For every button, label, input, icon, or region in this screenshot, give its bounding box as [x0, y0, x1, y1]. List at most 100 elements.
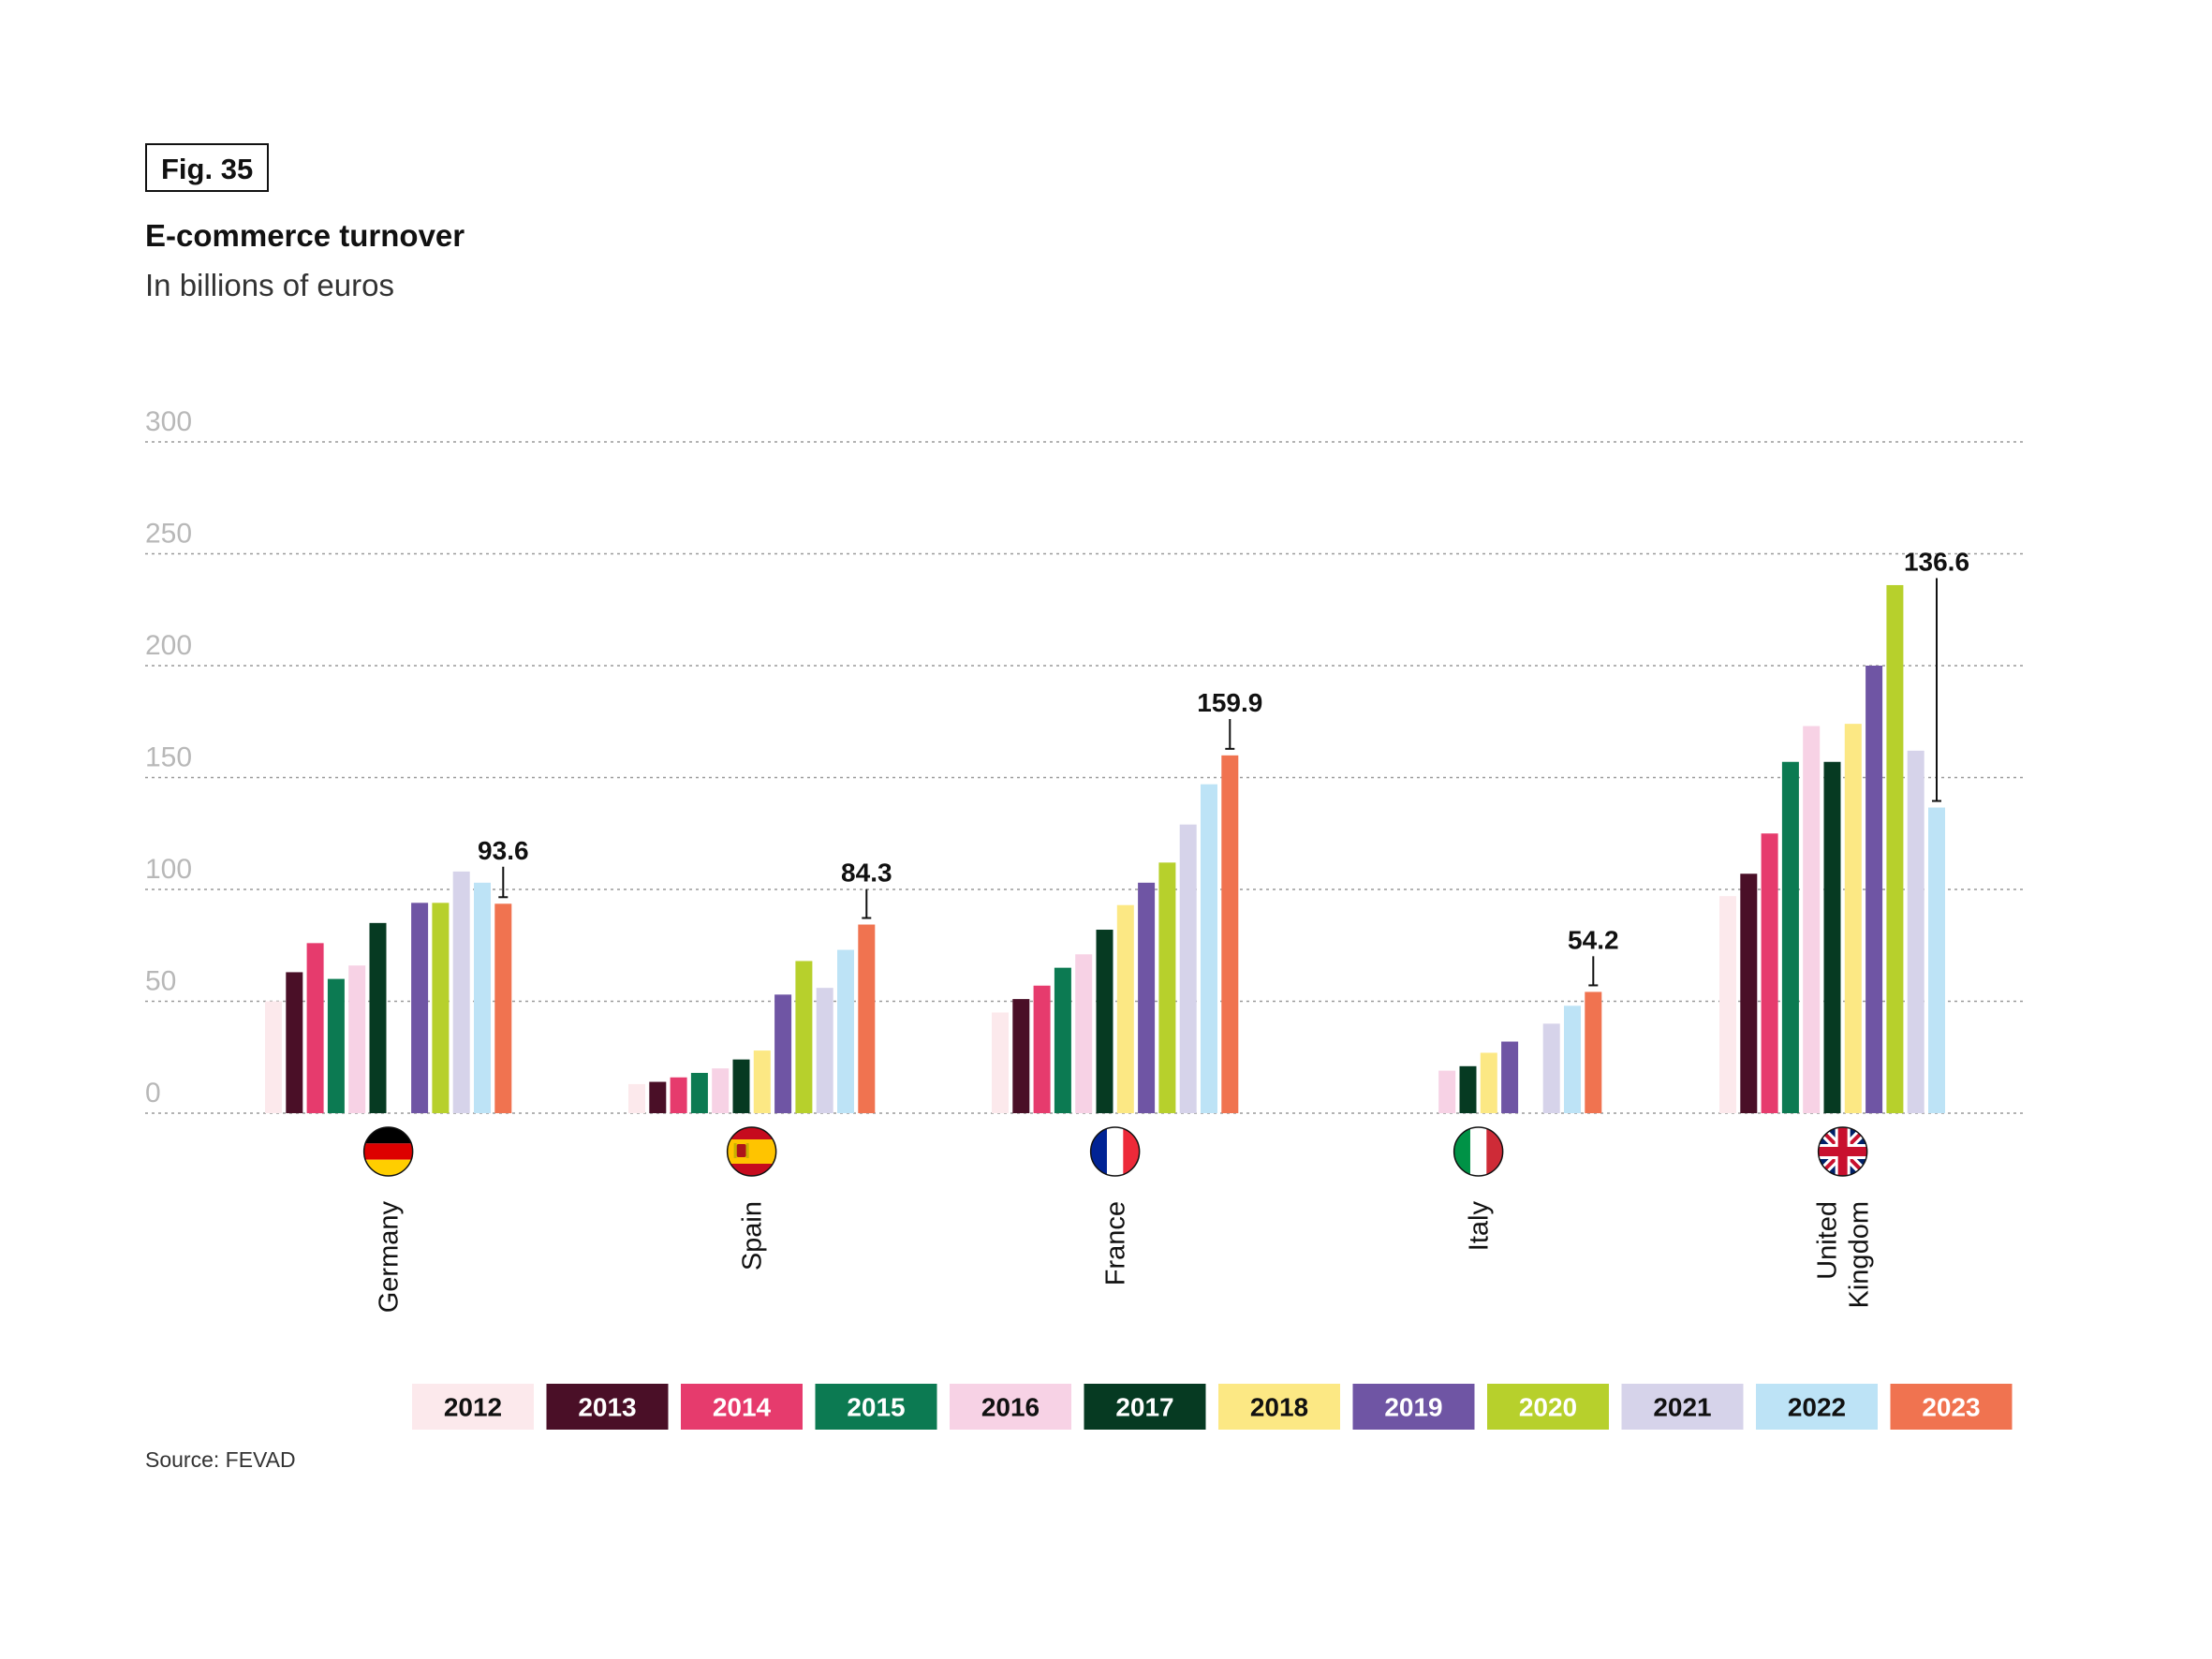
bar-spain-2012	[628, 1083, 645, 1113]
bar-spain-2016	[712, 1068, 730, 1113]
bar-spain-2021	[816, 988, 833, 1113]
bar-france-2014	[1033, 985, 1051, 1113]
legend-swatch	[412, 1384, 534, 1430]
legend-swatch	[950, 1384, 1071, 1430]
bar-united-kingdom-2017	[1823, 761, 1841, 1113]
bar-france-2023	[1221, 755, 1239, 1113]
legend-swatch	[815, 1384, 937, 1430]
bar-united-kingdom-2019	[1865, 666, 1883, 1113]
legend-label: 2014	[713, 1393, 772, 1422]
bar-germany-2016	[348, 965, 366, 1113]
legend-item-2020: 2020	[1487, 1384, 1609, 1430]
legend-item-2013: 2013	[546, 1384, 669, 1430]
bar-spain-2023	[858, 924, 876, 1113]
bar-france-2012	[992, 1012, 1009, 1113]
chart-title: E-commerce turnover	[145, 218, 465, 253]
bar-france-2022	[1201, 784, 1217, 1113]
country-label-united-kingdom: Kingdom	[1845, 1201, 1875, 1308]
legend-item-2021: 2021	[1621, 1384, 1744, 1430]
bar-germany-2020	[432, 903, 450, 1113]
y-tick-label: 150	[145, 742, 192, 773]
legend-swatch	[1621, 1384, 1744, 1430]
flag-outline	[1089, 1126, 1141, 1177]
country-label-france: France	[1101, 1201, 1131, 1285]
country-label-italy: Italy	[1465, 1201, 1495, 1252]
bar-united-kingdom-2013	[1740, 874, 1758, 1113]
bars	[265, 584, 1945, 1113]
bar-germany-2023	[494, 903, 512, 1113]
bar-italy-2017	[1459, 1065, 1477, 1113]
bar-united-kingdom-2014	[1761, 833, 1778, 1113]
bar-italy-2016	[1438, 1070, 1456, 1113]
bar-france-2013	[1012, 999, 1030, 1113]
bar-france-2020	[1158, 862, 1176, 1113]
bar-germany-2014	[306, 943, 324, 1113]
value-label: 159.9	[1197, 688, 1262, 717]
legend-label: 2020	[1519, 1393, 1577, 1422]
legend-label: 2015	[847, 1393, 905, 1422]
legend-swatch	[1218, 1384, 1340, 1430]
legend-label: 2023	[1922, 1393, 1980, 1422]
figure-tag: Fig. 35	[145, 143, 270, 192]
value-label: 84.3	[841, 859, 892, 888]
bar-germany-2015	[327, 978, 345, 1113]
bar-united-kingdom-2020	[1886, 584, 1904, 1113]
flag-outline	[1817, 1126, 1868, 1177]
legend-label: 2016	[981, 1393, 1040, 1422]
bar-france-2019	[1138, 882, 1156, 1113]
country-label-germany: Germany	[375, 1201, 405, 1314]
flag-outline	[362, 1126, 414, 1177]
legend-swatch	[1487, 1384, 1609, 1430]
country-label-united-kingdom: United	[1813, 1201, 1843, 1280]
country-labels: Germany Spain France Italy United Kingdom	[375, 1201, 1875, 1314]
bar-spain-2019	[774, 994, 792, 1113]
legend-swatch	[1756, 1384, 1878, 1430]
legend-item-2014: 2014	[681, 1384, 803, 1430]
bar-spain-2018	[753, 1050, 771, 1113]
legend-swatch	[1084, 1384, 1206, 1430]
legend-label: 2013	[578, 1393, 636, 1422]
value-label: 136.6	[1904, 547, 1969, 576]
flag-outline	[726, 1126, 777, 1177]
y-tick-label: 250	[145, 519, 192, 550]
bar-spain-2013	[649, 1081, 667, 1113]
country-flags	[362, 1126, 1868, 1177]
legend-item-2023: 2023	[1890, 1384, 2013, 1430]
legend-label: 2022	[1788, 1393, 1846, 1422]
y-tick-label: 300	[145, 406, 192, 437]
legend-label: 2017	[1115, 1393, 1173, 1422]
bar-germany-2022	[474, 882, 491, 1113]
bar-france-2018	[1116, 904, 1134, 1113]
legend-item-2019: 2019	[1352, 1384, 1475, 1430]
bar-italy-2023	[1585, 991, 1602, 1113]
legend-item-2012: 2012	[412, 1384, 534, 1430]
bar-germany-2017	[369, 922, 387, 1113]
bar-united-kingdom-2022	[1928, 807, 1945, 1113]
legend-item-2016: 2016	[950, 1384, 1071, 1430]
legend-swatch	[546, 1384, 669, 1430]
bar-united-kingdom-2015	[1781, 761, 1799, 1113]
legend-item-2017: 2017	[1084, 1384, 1206, 1430]
bar-france-2017	[1096, 930, 1113, 1113]
legend-item-2015: 2015	[815, 1384, 937, 1430]
bar-spain-2015	[690, 1072, 708, 1113]
bar-italy-2021	[1542, 1023, 1560, 1113]
bar-germany-2021	[452, 871, 470, 1113]
germany-flag-icon	[363, 1127, 413, 1176]
value-label: 54.2	[1568, 925, 1619, 954]
bar-spain-2014	[670, 1077, 687, 1113]
bar-spain-2020	[795, 961, 813, 1113]
flag-outline	[1453, 1126, 1504, 1177]
source-note: Source: FEVAD	[145, 1447, 296, 1472]
bar-france-2015	[1054, 967, 1071, 1113]
bar-germany-2013	[286, 972, 303, 1113]
legend-swatch	[1352, 1384, 1475, 1430]
value-annotations: 93.6 84.3 159.9 54.2 136.6	[478, 547, 1969, 987]
value-label: 93.6	[478, 836, 529, 865]
legend-swatch	[1890, 1384, 2013, 1430]
bar-united-kingdom-2016	[1803, 726, 1821, 1113]
bar-italy-2022	[1564, 1006, 1581, 1113]
bar-united-kingdom-2012	[1719, 896, 1736, 1113]
